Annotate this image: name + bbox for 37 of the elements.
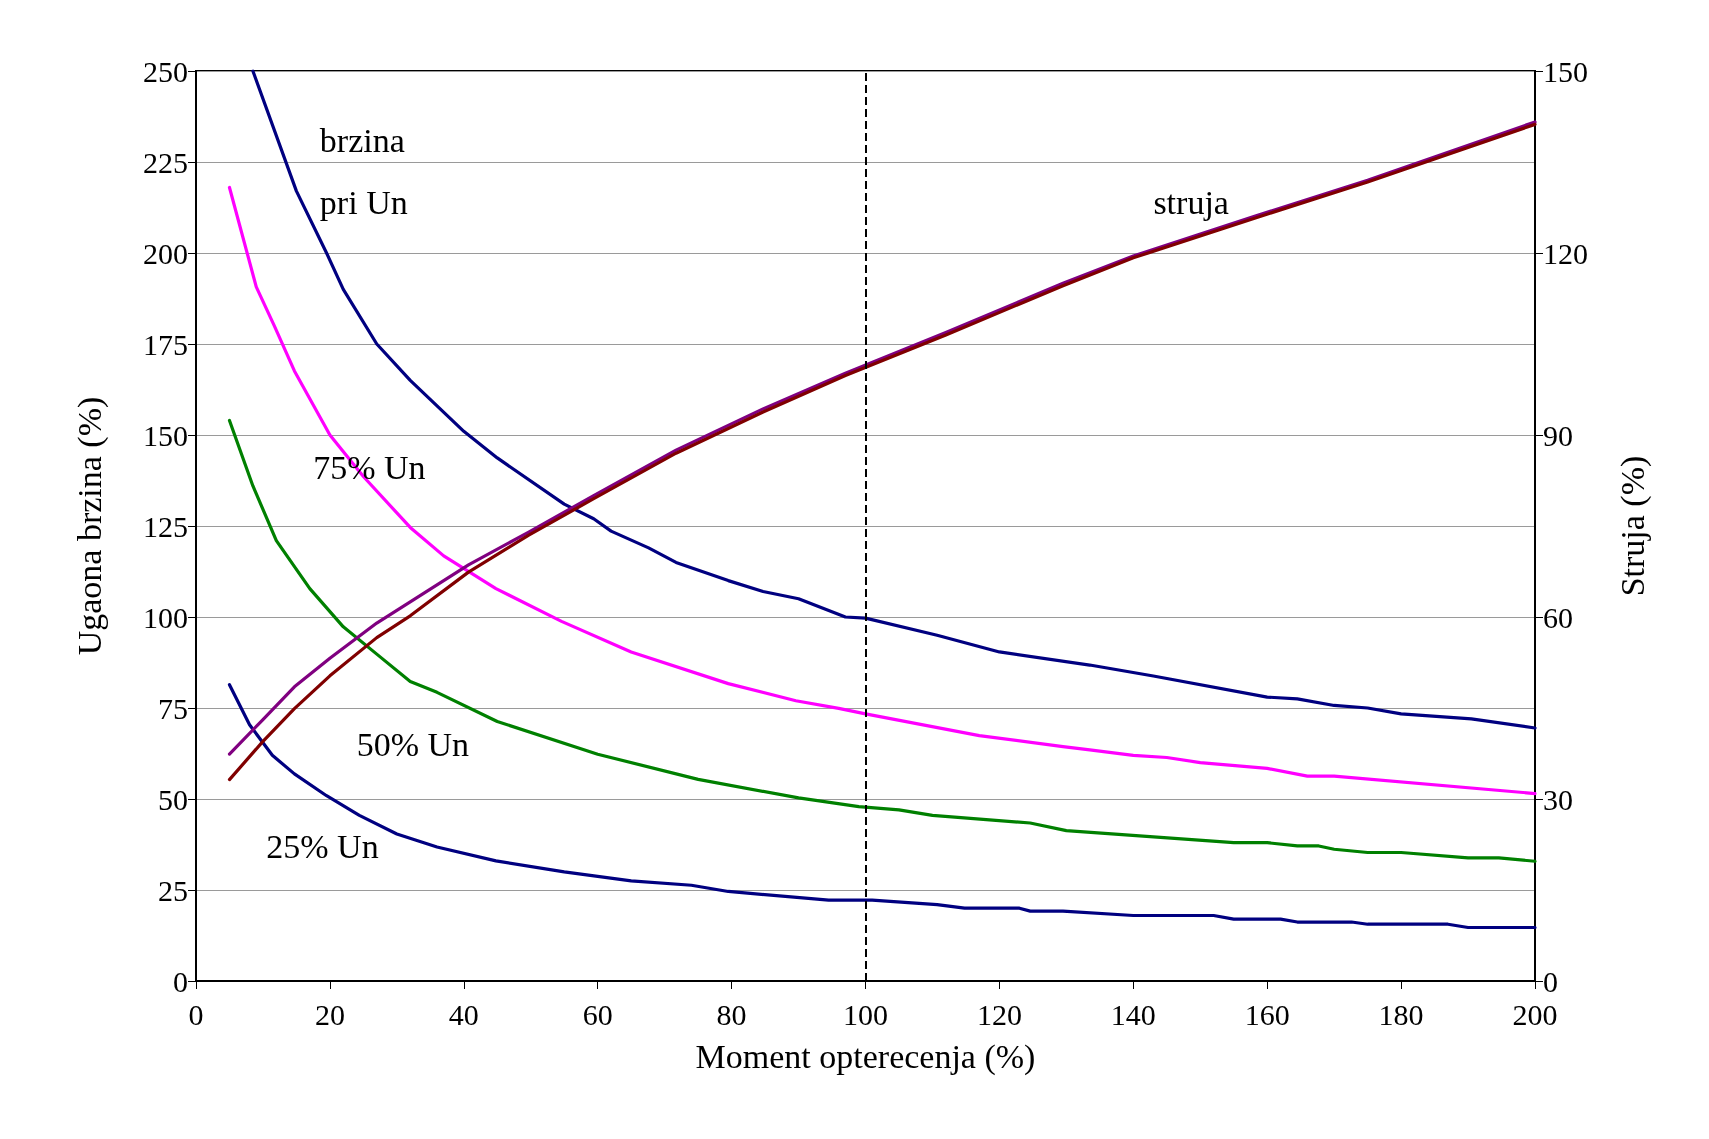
y-tick-label: 50 <box>158 782 188 816</box>
x-axis-title: Moment opterecenja (%) <box>695 1037 1036 1076</box>
annotation: 25% Un <box>266 827 379 865</box>
x-tick-label: 160 <box>1244 997 1290 1031</box>
x-tick-label: 200 <box>1512 997 1558 1031</box>
y-tick-label: 100 <box>143 600 188 634</box>
y-axis-title: Ugaona brzina (%) <box>70 396 109 656</box>
annotation: 50% Un <box>356 725 470 763</box>
x-tick-label: 60 <box>582 997 613 1031</box>
x-tick-label: 40 <box>448 997 479 1031</box>
y-tick-label: 75 <box>158 691 188 725</box>
x-tick-label: 140 <box>1110 997 1156 1031</box>
x-tick-label: 180 <box>1378 997 1424 1031</box>
line-series <box>227 683 1537 930</box>
y-tick-label: 150 <box>143 418 188 452</box>
annotation: pri Un <box>319 183 408 221</box>
y2-tick-label: 30 <box>1543 782 1573 816</box>
x-tick-label: 100 <box>843 997 888 1031</box>
y2-tick-label: 150 <box>1543 54 1588 88</box>
y2-tick-label: 90 <box>1543 418 1573 452</box>
y2-axis-title: Struja (%) <box>1613 455 1652 597</box>
y-tick-label: 175 <box>143 327 188 361</box>
y2-tick-label: 0 <box>1543 964 1558 998</box>
y-tick-label: 25 <box>158 873 188 907</box>
x-tick-label: 20 <box>314 997 345 1031</box>
y2-tick-label: 60 <box>1543 600 1573 634</box>
y-tick-label: 200 <box>143 236 188 270</box>
line-series <box>227 418 1537 863</box>
y-tick-label: 125 <box>143 509 188 543</box>
x-tick-label: 80 <box>716 997 747 1031</box>
x-tick-label: 120 <box>976 997 1022 1031</box>
y-tick-label: 225 <box>143 145 188 179</box>
y-tick-label: 0 <box>173 964 188 998</box>
y-tick-label: 250 <box>143 54 188 88</box>
annotation: struja <box>1153 183 1229 221</box>
annotation: brzina <box>319 121 405 159</box>
y2-tick-label: 120 <box>1543 236 1588 270</box>
